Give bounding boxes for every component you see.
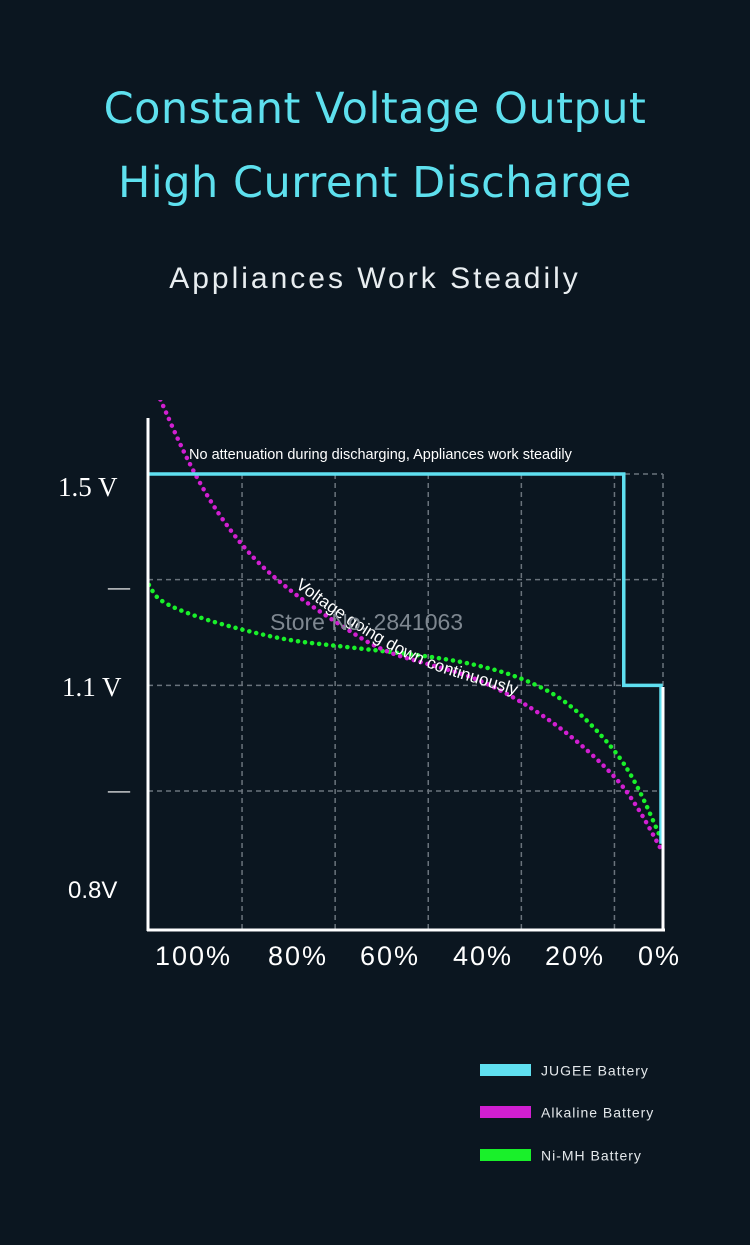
legend-item-nimh: Ni-MH Battery <box>480 1146 642 1163</box>
x-tick-labels: 100% 80% 60% 40% 20% 0% <box>155 941 681 971</box>
series-layer <box>146 400 664 852</box>
x-tick-label-1: 80% <box>268 941 328 971</box>
x-tick-label-5: 0% <box>638 941 681 971</box>
discharge-chart: 1.5 V — 1.1 V — 0.8V 100% 80% 60% 40% 20% 0% No a… <box>58 400 681 971</box>
title-line-2: High Current Discharge <box>117 158 633 208</box>
top-annotation: No attenuation during discharging, Appli… <box>189 447 573 463</box>
title-line-1: Constant Voltage Output <box>103 84 647 134</box>
y-tick-label-0: 1.5 V <box>58 472 118 502</box>
legend-swatch-nimh <box>480 1149 531 1162</box>
legend-label-nimh: Ni-MH Battery <box>541 1147 642 1164</box>
legend-item-alkaline: Alkaline Battery <box>480 1103 654 1120</box>
y-tick-label-2: 1.1 V <box>62 672 122 702</box>
y-tick-label-4: 0.8V <box>68 877 117 904</box>
legend-item-jugee: JUGEE Battery <box>480 1061 649 1078</box>
y-tick-labels: 1.5 V — 1.1 V — 0.8V <box>58 472 131 904</box>
legend-label-alkaline: Alkaline Battery <box>541 1104 655 1121</box>
y-tick-label-1: — <box>107 574 131 599</box>
x-tick-label-3: 40% <box>453 941 513 971</box>
series-line-nimh <box>146 582 664 841</box>
series-line-alkaline <box>158 400 664 852</box>
x-tick-label-0: 100% <box>155 941 232 971</box>
curve-annotation: Voltage going down continuously <box>293 575 521 699</box>
subtitle: Appliances Work Steadily <box>169 262 581 295</box>
legend-swatch-alkaline <box>480 1106 531 1119</box>
watermark: Store No: 2841063 <box>270 609 464 635</box>
x-tick-label-2: 60% <box>360 941 420 971</box>
axes <box>146 418 665 932</box>
y-tick-label-3: — <box>107 777 131 802</box>
curve-annotation-text: Voltage going down continuously <box>293 575 521 699</box>
legend-label-jugee: JUGEE Battery <box>541 1062 649 1079</box>
series-line-jugee <box>148 472 663 844</box>
grid-lines <box>148 473 664 930</box>
legend-swatch-jugee <box>480 1064 531 1077</box>
x-tick-label-4: 20% <box>545 941 605 971</box>
